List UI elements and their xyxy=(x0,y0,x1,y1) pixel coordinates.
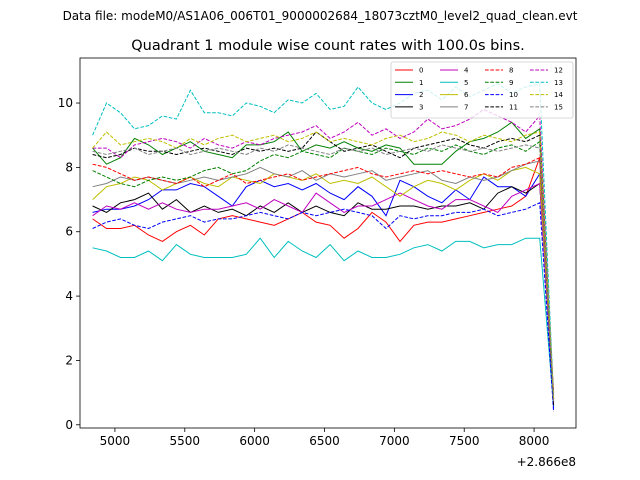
legend-label-14: 14 xyxy=(554,91,563,99)
series-line-6 xyxy=(92,166,555,400)
legend-label-5: 5 xyxy=(464,79,468,87)
x-tick-label: 6000 xyxy=(239,434,270,448)
legend-label-2: 2 xyxy=(419,91,423,99)
series-line-7 xyxy=(92,160,555,396)
legend-label-0: 0 xyxy=(419,67,423,75)
series-line-13 xyxy=(92,83,555,400)
y-axis: 0 2 4 6 8 10 xyxy=(58,96,80,432)
legend-label-8: 8 xyxy=(509,67,513,75)
x-offset-label: +2.866e8 xyxy=(517,455,576,469)
y-tick-label: 0 xyxy=(65,418,73,432)
legend-box xyxy=(390,61,574,119)
legend-label-1: 1 xyxy=(419,79,423,87)
x-axis: 5000 5500 6000 6500 7000 7500 8000 xyxy=(100,428,550,448)
series-line-12 xyxy=(92,108,555,403)
plot-series xyxy=(92,83,555,412)
legend-label-13: 13 xyxy=(554,79,563,87)
series-line-2 xyxy=(92,172,555,409)
axes-frame xyxy=(79,57,577,429)
y-tick-label: 4 xyxy=(65,289,73,303)
legend-label-15: 15 xyxy=(554,103,563,111)
series-line-8 xyxy=(92,156,555,400)
y-tick-label: 8 xyxy=(65,160,73,174)
legend-label-11: 11 xyxy=(509,103,518,111)
legend-label-10: 10 xyxy=(509,91,518,99)
x-tick-label: 5000 xyxy=(100,434,131,448)
x-tick-label: 7000 xyxy=(379,434,410,448)
y-tick-label: 2 xyxy=(65,353,73,367)
series-line-9 xyxy=(92,140,555,403)
series-line-15 xyxy=(92,144,555,403)
x-tick-label: 5500 xyxy=(170,434,201,448)
series-line-10 xyxy=(92,202,555,412)
chart-title: Quadrant 1 module wise count rates with … xyxy=(131,38,525,54)
series-line-3 xyxy=(92,182,555,400)
series-line-5 xyxy=(92,237,555,406)
suptitle: Data file: modeM0/AS1A06_006T01_90000026… xyxy=(63,9,578,23)
legend-label-4: 4 xyxy=(464,67,469,75)
legend-label-6: 6 xyxy=(464,91,469,99)
x-tick-label: 6500 xyxy=(309,434,340,448)
y-tick-label: 6 xyxy=(65,225,73,239)
series-line-14 xyxy=(92,131,555,400)
x-tick-label: 7500 xyxy=(449,434,480,448)
legend-label-12: 12 xyxy=(554,67,563,75)
series-line-0 xyxy=(92,157,555,393)
y-tick-label: 10 xyxy=(58,96,73,110)
legend-label-9: 9 xyxy=(509,79,513,87)
series-line-4 xyxy=(92,182,555,403)
legend-label-3: 3 xyxy=(419,103,423,111)
x-tick-label: 8000 xyxy=(519,434,550,448)
series-line-11 xyxy=(92,131,555,406)
series-line-1 xyxy=(92,121,555,400)
legend-label-7: 7 xyxy=(464,103,468,111)
